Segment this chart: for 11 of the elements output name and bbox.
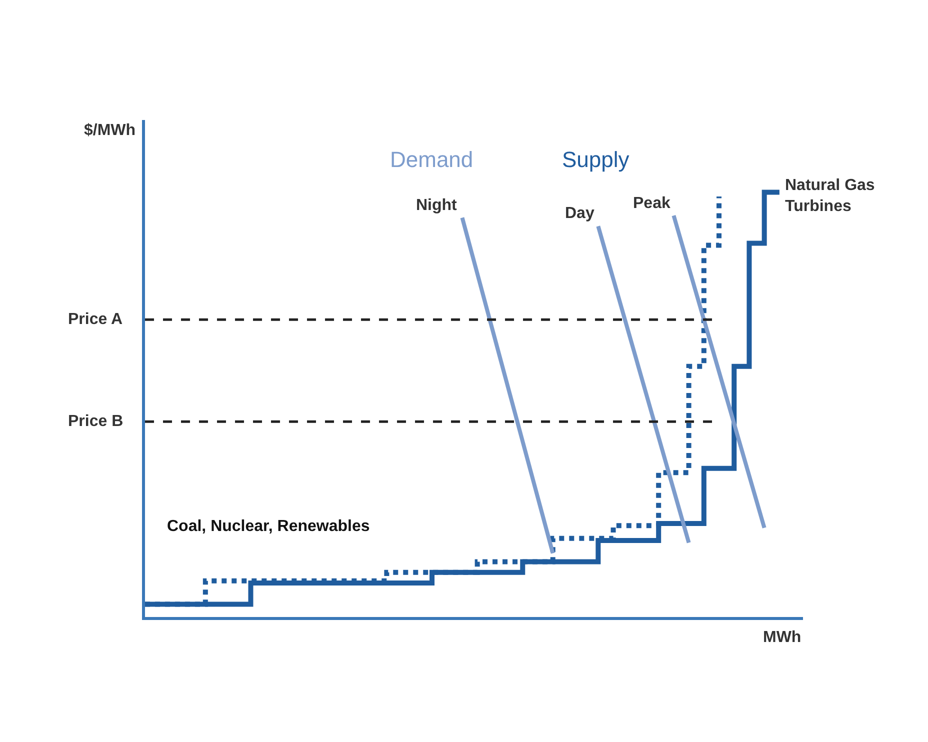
x-axis-title: MWh bbox=[763, 629, 802, 646]
series-label: Peak bbox=[633, 195, 670, 212]
text: Supply bbox=[562, 147, 630, 172]
annotation: Natural Gas Turbines bbox=[785, 177, 875, 215]
text: Demand bbox=[390, 147, 474, 172]
series-label: Night bbox=[416, 197, 458, 214]
series-label: Day bbox=[565, 205, 594, 222]
ref-line-label: Price B bbox=[68, 413, 124, 430]
y-axis-title: $/MWh bbox=[84, 122, 136, 139]
annotation: Coal, Nuclear, Renewables bbox=[167, 518, 370, 535]
ref-line-label: Price A bbox=[68, 311, 123, 328]
